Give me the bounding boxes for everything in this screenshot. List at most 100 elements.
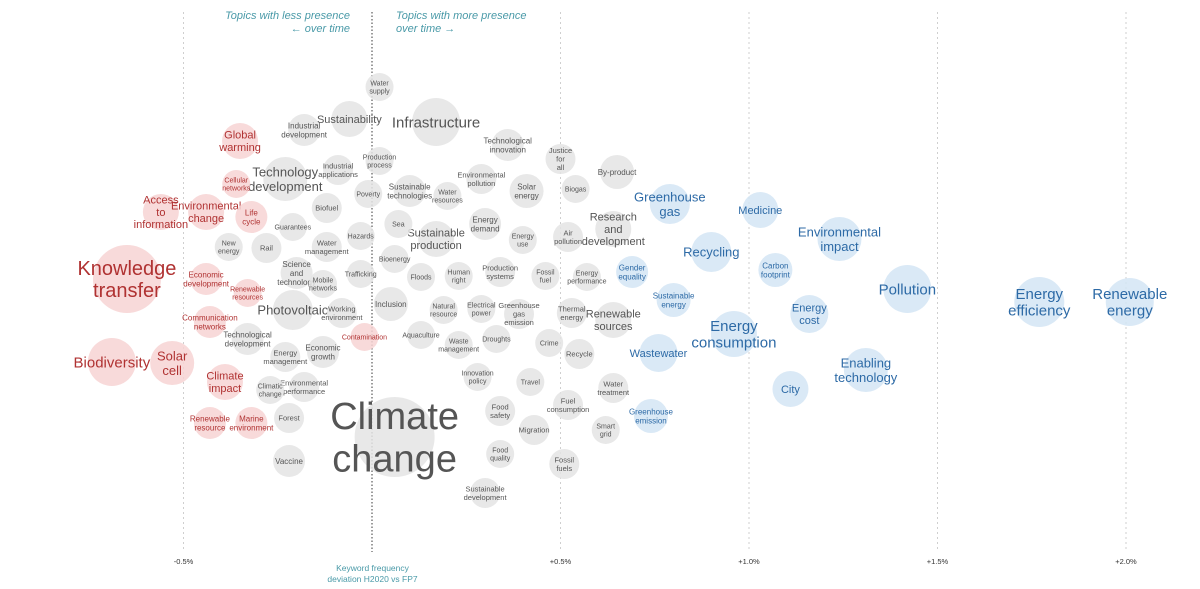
bubble-circle xyxy=(466,164,497,194)
bubble: Inclusion xyxy=(373,287,408,321)
bubble: Food quality xyxy=(486,440,515,468)
bubble-circle xyxy=(553,390,584,420)
bubble-circle xyxy=(656,283,691,317)
bubble-circle xyxy=(235,407,268,439)
bubble: Smart grid xyxy=(591,416,620,444)
bubble-label: Waste management xyxy=(438,339,479,354)
bubble-circle xyxy=(470,478,501,508)
bubble: Justice for all xyxy=(545,144,576,174)
bubble: Travel xyxy=(516,368,545,396)
bubble: Air pollution xyxy=(553,222,584,252)
bubble-circle xyxy=(564,339,595,369)
bubble-label: Production process xyxy=(363,155,397,170)
bubble: Biofuel xyxy=(311,193,342,223)
bubble-label: Biofuel xyxy=(315,204,338,213)
x-tick-label: +2.0% xyxy=(1115,557,1137,566)
bubble: Rail xyxy=(251,233,282,263)
bubble-circle xyxy=(323,155,354,185)
bubble-circle xyxy=(311,232,342,262)
bubble: Enabling technology xyxy=(834,348,898,392)
bubble: Sustainable technologies xyxy=(387,175,432,207)
bubble-circle xyxy=(572,263,601,291)
bubble-circle xyxy=(326,298,357,328)
bubble: Greenhouse gas xyxy=(634,184,706,224)
bubble: Industrial applications xyxy=(318,155,358,185)
bubble-label: Economic growth xyxy=(305,343,340,361)
x-tick-label: -0.5% xyxy=(174,557,194,566)
bubble: Thermal energy xyxy=(556,298,587,328)
bubble: Industrial development xyxy=(281,114,328,146)
bubble-label: Greenhouse emission xyxy=(629,407,674,425)
bubble: Cellular networks xyxy=(222,170,251,198)
bubble: Economic development xyxy=(183,263,230,295)
bubble-circle xyxy=(280,257,313,289)
bubble: Sustainable energy xyxy=(653,283,695,317)
bubble-label: Electrical power xyxy=(467,303,496,318)
bubble-circle xyxy=(467,295,496,323)
bubble: Climate change xyxy=(330,396,459,481)
bubble-circle xyxy=(393,175,426,207)
bubble: Fossil fuel xyxy=(531,262,560,290)
bubble-label: Environmental performance xyxy=(280,378,328,395)
bubble-circle xyxy=(509,174,544,208)
bubble-circle xyxy=(288,114,321,146)
bubble: Sustainable development xyxy=(464,478,508,508)
bubble-label: Sustainable energy xyxy=(653,291,695,309)
bubble-circle xyxy=(92,245,161,313)
bubble-label: Hazards xyxy=(348,233,375,240)
bubble: Climate impact xyxy=(206,364,244,400)
bubble-label: Inclusion xyxy=(375,300,407,309)
bubble-circle xyxy=(365,73,394,101)
bubble-circle xyxy=(380,245,409,273)
bubble-label: Environmental impact xyxy=(798,224,881,254)
bubble: Recycle xyxy=(564,339,595,369)
bubble: Sea xyxy=(384,210,413,238)
x-axis-ticks: -0.5% +0.5% +1.0% +1.5% +2.0% xyxy=(174,557,1137,566)
bubble-label: Medicine xyxy=(738,205,782,217)
bubble-circle xyxy=(463,363,492,391)
bubble-label: Thermal energy xyxy=(558,304,586,321)
bubble-label: Crime xyxy=(540,340,559,347)
bubble-circle xyxy=(553,222,584,252)
bubble-circle xyxy=(491,129,524,161)
bubble-circle xyxy=(350,323,379,351)
bubble-circle xyxy=(270,342,301,372)
bubble-circle xyxy=(193,407,226,439)
bubble-label: Sustainable development xyxy=(464,484,508,501)
bubble-circle xyxy=(289,372,320,402)
bubble-label: Pollution xyxy=(879,281,937,298)
bubble-label: Infrastructure xyxy=(392,114,480,131)
bubble-label: Rail xyxy=(260,244,273,253)
bubble-label: Energy efficiency xyxy=(1008,286,1071,320)
bubble-label: Sustainability xyxy=(317,114,382,126)
bubble-circle xyxy=(883,265,932,313)
bubble-label: City xyxy=(781,384,800,396)
bubble-circle xyxy=(346,260,375,288)
bubble-circle xyxy=(482,325,511,353)
bubble-label: Energy management xyxy=(263,348,308,365)
bubble: Fossil fuels xyxy=(549,449,580,479)
bubble-circle xyxy=(306,336,339,368)
bubble-label: Renewable resources xyxy=(230,287,265,302)
bubble-circle xyxy=(231,323,264,355)
bubble-label: Poverty xyxy=(356,191,380,198)
bubble-label: Industrial applications xyxy=(318,161,358,178)
bubble: Working environment xyxy=(321,298,363,328)
bubble-circle xyxy=(206,364,243,400)
bubble-label: Travel xyxy=(521,379,541,386)
bubble-label: Fossil fuels xyxy=(554,455,574,472)
bubble-label: Energy demand xyxy=(471,215,500,233)
bubble-circle xyxy=(354,180,383,208)
bubble-circle xyxy=(412,98,461,146)
bubble: Knowledge transfer xyxy=(77,245,176,313)
bubble-circle xyxy=(331,101,368,137)
bubble-label: Innovation policy xyxy=(461,371,493,386)
bubble-label: Research and development xyxy=(582,212,645,249)
bubble: Production process xyxy=(363,147,397,175)
bubble-circle xyxy=(263,157,308,201)
bubble-circle xyxy=(600,155,635,189)
bubble-circle xyxy=(549,449,580,479)
bubble-circle xyxy=(235,201,268,233)
bubble: Water resources xyxy=(432,182,463,210)
